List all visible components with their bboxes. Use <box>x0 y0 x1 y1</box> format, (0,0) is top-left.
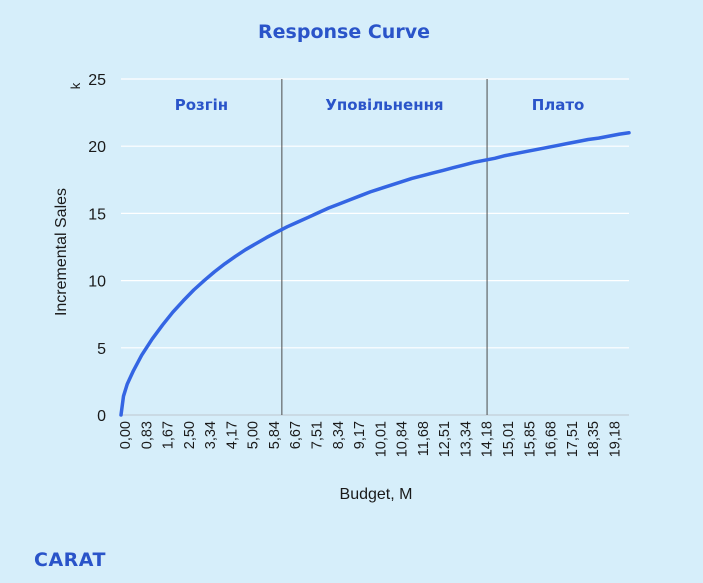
x-axis-ticks: 0,00 0,83 1,67 2,50 3,34 4,17 5,00 5,84 6,67 7,51… <box>118 421 623 457</box>
x-tick-label: 17,51 <box>565 421 581 457</box>
x-tick-label: 2,50 <box>182 421 198 449</box>
x-tick-label: 6,67 <box>288 421 304 449</box>
y-tick-label: 10 <box>88 274 106 291</box>
y-tick-label: 15 <box>88 206 106 223</box>
x-tick-label: 1,67 <box>161 421 177 449</box>
y-axis-label: Incremental Sales <box>53 188 70 316</box>
x-tick-label: 15,85 <box>522 421 538 457</box>
x-tick-label: 9,17 <box>352 421 368 449</box>
y-tick-label: 25 <box>88 72 106 89</box>
x-tick-label: 18,35 <box>586 421 602 457</box>
zone-label: Уповільнення <box>325 96 443 114</box>
series-line-0 <box>119 131 631 417</box>
zone-label: Розгін <box>175 96 228 114</box>
x-tick-label: 0,83 <box>139 421 155 449</box>
y-axis-ticks: 0 5 10 15 20 25 <box>88 72 106 425</box>
zone-label: Плато <box>532 96 585 114</box>
chart-title: Response Curve <box>258 21 430 43</box>
x-tick-label: 14,18 <box>480 421 496 457</box>
y-tick-label: 20 <box>88 139 106 156</box>
x-tick-label: 8,34 <box>331 421 347 449</box>
x-tick-label: 10,84 <box>395 421 411 457</box>
y-axis-unit: k <box>68 82 83 89</box>
x-tick-label: 5,00 <box>246 421 262 449</box>
x-tick-label: 12,51 <box>437 421 453 457</box>
x-tick-label: 0,00 <box>118 421 134 449</box>
x-tick-label: 10,01 <box>373 421 389 457</box>
brand-logo: CARAT <box>34 549 106 571</box>
x-axis-label: Budget, M <box>340 486 413 503</box>
x-tick-label: 13,34 <box>458 421 474 457</box>
x-tick-label: 3,34 <box>203 421 219 449</box>
gridlines <box>121 78 629 416</box>
y-tick-label: 5 <box>97 341 106 358</box>
x-tick-label: 16,68 <box>544 421 560 457</box>
y-tick-label: 0 <box>97 408 106 425</box>
x-tick-label: 11,68 <box>416 421 432 456</box>
x-tick-label: 7,51 <box>309 421 325 449</box>
x-tick-label: 5,84 <box>267 421 283 449</box>
zone-labels: Розгін Уповільнення Плато <box>175 96 585 114</box>
x-tick-label: 4,17 <box>224 421 240 449</box>
zone-dividers <box>281 79 488 415</box>
x-tick-label: 19,18 <box>607 421 623 457</box>
x-tick-label: 15,01 <box>501 421 517 457</box>
series-group <box>119 131 631 417</box>
